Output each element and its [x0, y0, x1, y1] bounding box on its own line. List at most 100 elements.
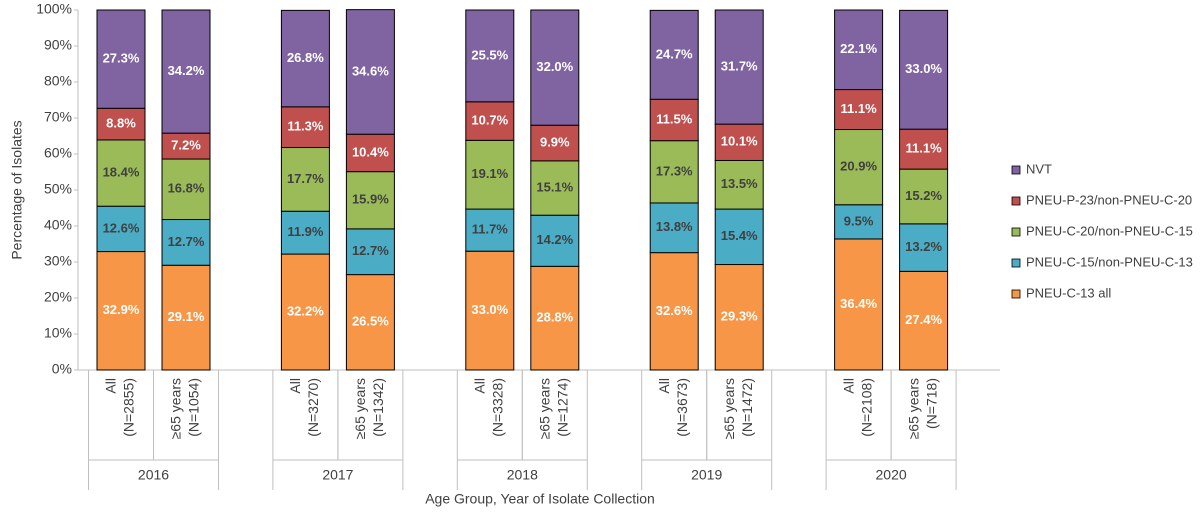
value-label: 13.8% — [656, 219, 693, 234]
bar-segment — [345, 9, 395, 135]
bar-segment — [161, 158, 211, 221]
bar-segment — [714, 159, 764, 210]
bar-segment — [345, 228, 395, 276]
value-label: 29.1% — [168, 309, 205, 324]
value-label: 13.5% — [721, 176, 758, 191]
bar-segment — [899, 9, 949, 130]
bar-segment — [96, 9, 146, 109]
value-label: 16.8% — [168, 181, 205, 196]
value-label: 11.1% — [906, 141, 943, 156]
x-tick-label: (N=1472) — [739, 378, 755, 437]
group-label: 2016 — [138, 467, 169, 483]
value-label: 7.2% — [171, 138, 201, 153]
bar-segment — [280, 106, 330, 149]
value-label: 10.7% — [471, 112, 508, 127]
x-tick-label: (N=3673) — [674, 378, 690, 437]
y-tick-label: 20% — [44, 289, 72, 305]
x-tick-label: All — [840, 378, 856, 394]
bar-segment — [345, 171, 395, 230]
value-label: 18.4% — [103, 165, 140, 180]
y-axis-title: Percentage of Isolates — [9, 120, 25, 259]
bar-segment — [834, 238, 884, 371]
bar-segment — [465, 250, 515, 371]
bar-segment — [899, 270, 949, 371]
x-tick-label: (N=2855) — [121, 378, 137, 437]
value-label: 15.4% — [721, 228, 758, 243]
value-label: 34.2% — [168, 63, 205, 78]
legend-swatch — [1011, 165, 1021, 175]
bar-segment — [345, 274, 395, 371]
bar-segment — [834, 204, 884, 240]
bar-segment — [834, 9, 884, 91]
value-label: 29.3% — [721, 309, 758, 324]
value-label: 15.2% — [905, 188, 942, 203]
bar-segment — [345, 133, 395, 173]
bar-segment — [834, 89, 884, 131]
bar-segment — [161, 264, 211, 371]
value-label: 36.4% — [840, 296, 877, 311]
value-label: 28.8% — [536, 310, 573, 325]
value-label: 32.2% — [287, 303, 324, 318]
x-tick-label: All — [472, 378, 488, 394]
value-label: 11.3% — [287, 119, 324, 134]
y-tick-label: 90% — [44, 37, 72, 53]
value-label: 32.9% — [103, 302, 140, 317]
bar-segment — [465, 101, 515, 141]
x-tick-label: All — [287, 378, 303, 394]
bar-segment — [649, 9, 699, 100]
x-tick-label: All — [103, 378, 119, 394]
x-tick-label: ≥65 years — [721, 378, 737, 439]
value-label: 12.7% — [352, 243, 389, 258]
bar-segment — [465, 208, 515, 252]
x-tick-label: (N=3270) — [305, 378, 321, 437]
value-label: 12.6% — [103, 220, 140, 235]
legend-swatch — [1011, 196, 1021, 206]
bar-segment — [280, 147, 330, 212]
value-label: 26.5% — [352, 314, 389, 329]
y-tick-label: 40% — [44, 217, 72, 233]
value-label: 32.0% — [536, 59, 573, 74]
value-label: 27.4% — [905, 312, 942, 327]
legend-label: PNEU-C-20/non-PNEU-C-15 — [1026, 223, 1193, 238]
y-tick-label: 70% — [44, 109, 72, 125]
x-tick-label: (N=2108) — [858, 378, 874, 437]
legend-label: PNEU-P-23/non-PNEU-C-20 — [1026, 192, 1192, 207]
y-tick-label: 100% — [36, 1, 72, 17]
bar-segment — [530, 265, 580, 371]
value-label: 25.5% — [471, 47, 508, 62]
x-axis-title: Age Group, Year of Isolate Collection — [425, 491, 655, 507]
value-label: 10.4% — [352, 144, 389, 159]
value-label: 20.9% — [840, 159, 877, 174]
value-label: 9.5% — [844, 213, 874, 228]
x-tick-label: All — [656, 378, 672, 394]
x-tick-label: (N=1342) — [370, 378, 386, 437]
bar-segment — [899, 168, 949, 225]
bar-segment — [96, 251, 146, 371]
value-label: 24.7% — [656, 46, 693, 61]
value-label: 17.3% — [656, 163, 693, 178]
legend-swatch — [1011, 289, 1021, 299]
bar-segment — [465, 139, 515, 210]
y-tick-label: 10% — [44, 325, 72, 341]
x-tick-label: (N=1274) — [555, 378, 571, 437]
x-tick-label: (N=1054) — [186, 378, 202, 437]
bar-segment — [530, 9, 580, 126]
x-tick-label: ≥65 years — [537, 378, 553, 439]
bar-segment — [714, 208, 764, 266]
value-label: 32.6% — [656, 303, 693, 318]
value-label: 34.6% — [352, 63, 389, 78]
bar-segment — [465, 9, 515, 103]
value-label: 33.0% — [471, 302, 508, 317]
group-label: 2020 — [876, 467, 907, 483]
bar-segment — [280, 210, 330, 255]
value-label: 11.5% — [656, 111, 693, 126]
bar-segment — [280, 9, 330, 108]
x-tick-label: ≥65 years — [352, 378, 368, 439]
y-tick-label: 50% — [44, 181, 72, 197]
y-tick-label: 60% — [44, 145, 72, 161]
value-label: 9.9% — [540, 134, 570, 149]
value-label: 33.0% — [905, 61, 942, 76]
value-label: 14.2% — [536, 232, 573, 247]
group-label: 2018 — [507, 467, 538, 483]
